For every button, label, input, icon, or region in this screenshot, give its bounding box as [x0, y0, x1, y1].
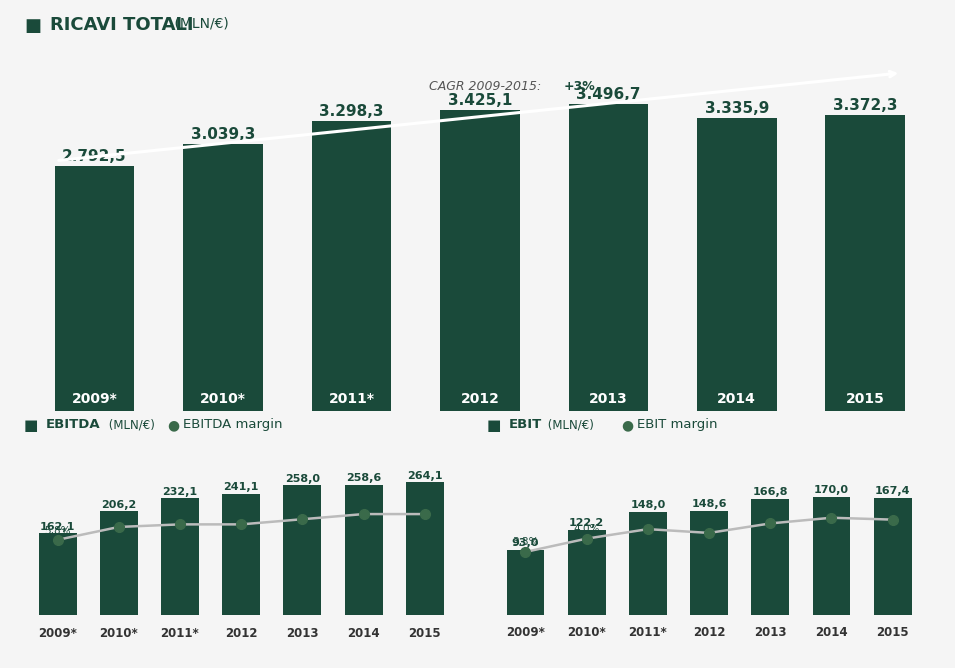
Bar	[697, 118, 776, 411]
Text: EBITDA margin: EBITDA margin	[183, 418, 283, 431]
Text: 7,8%: 7,8%	[412, 500, 438, 510]
Text: 2011*: 2011*	[160, 627, 200, 640]
Text: +3%: +3%	[563, 79, 595, 93]
Text: 4,3%: 4,3%	[696, 518, 722, 528]
Text: 2015: 2015	[846, 392, 884, 406]
Text: 7,8%: 7,8%	[350, 500, 377, 510]
Bar	[568, 104, 648, 411]
Text: ●: ●	[621, 418, 633, 432]
Text: 6,8%: 6,8%	[105, 513, 132, 523]
Text: EBIT margin: EBIT margin	[637, 418, 717, 431]
Text: 2009*: 2009*	[72, 392, 117, 406]
Text: 2012: 2012	[224, 627, 258, 640]
Text: ■: ■	[487, 418, 501, 433]
Text: 2009*: 2009*	[38, 627, 77, 640]
Text: 2010*: 2010*	[99, 627, 138, 640]
Text: 7,4%: 7,4%	[289, 506, 315, 516]
Text: (MLN/€): (MLN/€)	[170, 16, 229, 30]
Bar	[874, 498, 912, 615]
Text: EBIT: EBIT	[509, 418, 542, 431]
Text: 2013: 2013	[589, 392, 627, 406]
Bar	[690, 512, 728, 615]
Text: 2012: 2012	[460, 392, 499, 406]
Text: 3.335,9: 3.335,9	[705, 101, 769, 116]
Text: 3.425,1: 3.425,1	[448, 93, 512, 108]
Text: 4,5%: 4,5%	[635, 514, 661, 524]
Text: 2011*: 2011*	[329, 392, 374, 406]
Bar	[311, 122, 392, 411]
Text: 5,1%: 5,1%	[818, 503, 845, 513]
Bar	[440, 110, 520, 411]
Text: 2014: 2014	[717, 392, 756, 406]
Text: 148,6: 148,6	[691, 500, 727, 510]
Text: 2015: 2015	[877, 627, 909, 639]
Text: CAGR 2009-2015:: CAGR 2009-2015:	[429, 79, 544, 93]
Bar	[183, 144, 263, 411]
Text: (MLN/€): (MLN/€)	[105, 418, 155, 431]
Text: 2013: 2013	[286, 627, 319, 640]
Text: EBITDA: EBITDA	[46, 418, 100, 431]
Text: 5,8%: 5,8%	[44, 526, 71, 536]
Text: 148,0: 148,0	[630, 500, 666, 510]
Text: 122,2: 122,2	[569, 518, 605, 528]
Text: ●: ●	[167, 418, 180, 432]
Bar	[345, 485, 383, 615]
Bar	[284, 485, 321, 615]
Bar	[54, 166, 135, 411]
Text: 3.372,3: 3.372,3	[833, 98, 898, 113]
Text: RICAVI TOTALI: RICAVI TOTALI	[50, 16, 193, 34]
Text: ■: ■	[24, 418, 38, 433]
Text: 93,0: 93,0	[512, 538, 540, 548]
Text: 258,6: 258,6	[346, 474, 381, 484]
Bar	[406, 482, 444, 615]
Text: 206,2: 206,2	[101, 500, 137, 510]
Text: 167,4: 167,4	[875, 486, 910, 496]
Text: ■: ■	[24, 17, 41, 35]
Text: 3.298,3: 3.298,3	[319, 104, 384, 119]
Text: 2010*: 2010*	[200, 392, 246, 406]
Bar	[223, 494, 260, 615]
Bar	[38, 533, 76, 615]
Text: 241,1: 241,1	[223, 482, 259, 492]
Text: 2012: 2012	[692, 627, 726, 639]
Bar	[752, 499, 789, 615]
Text: 2014: 2014	[348, 627, 380, 640]
Text: 3,3%: 3,3%	[512, 537, 539, 547]
Text: 258,0: 258,0	[285, 474, 320, 484]
Text: 2014: 2014	[816, 627, 848, 639]
Text: 3.496,7: 3.496,7	[576, 87, 641, 102]
Text: 2010*: 2010*	[567, 627, 606, 639]
Text: 5,0%: 5,0%	[880, 505, 906, 515]
Text: 2009*: 2009*	[506, 627, 545, 639]
Text: 2011*: 2011*	[628, 627, 668, 639]
Text: 2.792,5: 2.792,5	[62, 148, 127, 164]
Bar	[506, 550, 544, 615]
Text: 2013: 2013	[754, 627, 787, 639]
Text: 264,1: 264,1	[407, 471, 442, 481]
Text: 4,0%: 4,0%	[574, 524, 600, 534]
Bar	[99, 511, 138, 615]
Text: (MLN/€): (MLN/€)	[544, 418, 594, 431]
Text: 232,1: 232,1	[162, 487, 198, 497]
Text: 4,8%: 4,8%	[757, 509, 783, 518]
Text: 166,8: 166,8	[753, 487, 788, 497]
Bar	[161, 498, 199, 615]
Bar	[629, 512, 667, 615]
Bar	[825, 115, 905, 411]
Text: 7,0%: 7,0%	[228, 510, 254, 520]
Text: 162,1: 162,1	[40, 522, 75, 532]
Bar	[813, 496, 851, 615]
Text: 3.039,3: 3.039,3	[191, 127, 255, 142]
Text: 2015: 2015	[409, 627, 441, 640]
Text: 7,0%: 7,0%	[167, 510, 193, 520]
Text: 170,0: 170,0	[814, 484, 849, 494]
Bar	[567, 530, 605, 615]
